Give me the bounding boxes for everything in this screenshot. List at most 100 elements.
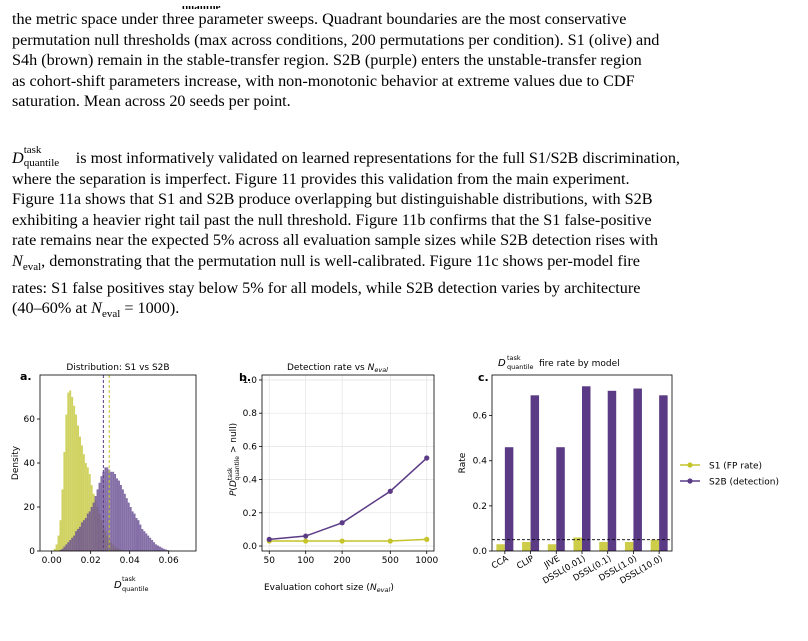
- bar: [650, 539, 660, 551]
- histogram-bar: [155, 544, 157, 551]
- gridlines: [262, 375, 434, 551]
- caption-line: as cohort-shift parameters increase, wit…: [12, 71, 635, 90]
- y-tick-label: 0.6: [243, 442, 258, 452]
- y-ticks: 0.0 0.2 0.4 0.6 0.8 1.0: [243, 376, 262, 552]
- data-point: [303, 533, 309, 539]
- bar: [659, 395, 668, 551]
- histogram-bar: [94, 496, 97, 551]
- series-line: [269, 538, 427, 542]
- histogram-bar: [129, 507, 132, 551]
- histogram-bar: [112, 471, 115, 551]
- data-point: [424, 455, 430, 461]
- y-tick-label: 0.4: [473, 457, 488, 467]
- histogram-bar: [82, 454, 85, 551]
- math-symbol: N: [91, 299, 102, 318]
- histogram-bar: [127, 502, 130, 551]
- body-line: rates: S1 false positives stay below 5% …: [12, 278, 641, 297]
- figure-11: a. Distribution: S1 vs S2B 0.00 0.02 0.04 0…: [11, 355, 779, 594]
- caption-line: S4h (brown) remain in the stable-transfe…: [12, 51, 642, 70]
- panel-label: c.: [478, 371, 489, 384]
- histogram-bar: [86, 513, 89, 551]
- legend: S1 (FP rate) S2B (detection): [680, 462, 779, 488]
- threshold-lines: [102, 375, 110, 551]
- body-line: Neval, demonstrating that the permutatio…: [12, 251, 798, 278]
- histogram-bar: [119, 485, 122, 551]
- data-point: [424, 536, 430, 542]
- histogram-bar: [57, 535, 60, 551]
- x-tick-label: 50: [264, 556, 276, 566]
- x-tick-label: 0.00: [42, 556, 62, 566]
- chart-title-text: fire rate by model: [539, 359, 620, 369]
- y-tick-label: 0.0: [243, 542, 258, 552]
- y-axis-label-text: P(Dtaskquantile > null): [227, 423, 241, 496]
- y-tick-label: 60: [24, 415, 36, 425]
- histogram-bar: [79, 526, 81, 551]
- histogram-bar: [139, 524, 142, 551]
- y-tick-label: 1.0: [243, 376, 258, 386]
- x-ticks: CCA CLIP JIVEDSSL(0.01)DSSL(0.1)DSSL(1.0)D…: [490, 551, 665, 586]
- histogram-bar: [82, 520, 85, 551]
- x-axis-sup: task: [122, 575, 136, 583]
- y-tick-label: 0.4: [243, 476, 258, 486]
- chart-title: Distribution: S1 vs S2B: [66, 363, 169, 373]
- math-symbol: N: [12, 251, 23, 270]
- math-superscript: task: [23, 144, 42, 156]
- math-symbol: D: [12, 149, 24, 167]
- data-point: [387, 488, 393, 494]
- panel-a: a. Distribution: S1 vs S2B 0.00 0.02 0.04 0…: [11, 363, 197, 593]
- histogram-bar: [160, 547, 163, 551]
- histogram-bar: [65, 414, 68, 551]
- bar: [624, 541, 634, 551]
- histogram-bar: [141, 529, 144, 551]
- body-text: , demonstrating that the permutation nul…: [41, 251, 640, 270]
- y-tick-label: 0.2: [243, 509, 257, 519]
- histogram-bar: [116, 478, 118, 551]
- legend-label: S1 (FP rate): [709, 462, 762, 472]
- bar: [607, 390, 617, 551]
- y-axis-label: Rate: [458, 452, 468, 473]
- histogram-bar: [75, 531, 78, 551]
- histogram-bar: [59, 549, 62, 551]
- histogram-bar: [121, 489, 124, 551]
- histogram-bar: [86, 467, 89, 551]
- histogram-bar: [100, 476, 103, 551]
- body-line: where the separation is imperfect. Figur…: [12, 169, 630, 188]
- legend-marker: [687, 478, 693, 484]
- x-axis-label: D task quantile: [114, 575, 149, 593]
- histogram-bar: [90, 507, 93, 551]
- caption-line-partial: quantile: [12, 6, 798, 9]
- y-tick-label: 20: [24, 503, 36, 513]
- data-point: [303, 538, 309, 544]
- data-point: [339, 520, 345, 526]
- panel-b: b. Detection rate vs Neval 50 100 200 500 10…: [227, 363, 438, 594]
- bar: [504, 447, 514, 551]
- x-axis-sub: quantile: [122, 585, 149, 593]
- legend-item-s2b: S2B (detection): [680, 478, 779, 488]
- plot-frame: [261, 374, 435, 552]
- body-text: = 1000).: [120, 299, 180, 318]
- histogram-bars: [53, 390, 171, 551]
- histogram-bar: [84, 463, 87, 551]
- data-point: [339, 538, 345, 544]
- y-axis-label: P(Dtaskquantile > null): [227, 423, 241, 496]
- histogram-bar: [69, 390, 72, 551]
- histogram-bar: [65, 544, 68, 551]
- x-axis-label-text: Evaluation cohort size (Neval): [264, 583, 394, 594]
- histogram-bar: [135, 518, 138, 551]
- histogram-bar: [63, 546, 66, 551]
- x-tick-label: CLIP: [515, 554, 536, 572]
- histogram-bar: [153, 542, 156, 551]
- y-ticks: 0.0 0.2 0.4 0.6: [473, 412, 492, 557]
- chart-title-text: Detection rate vs Neval: [287, 363, 388, 374]
- series-lines: [266, 455, 430, 544]
- histogram-bar: [67, 392, 70, 551]
- histogram-bar: [147, 535, 150, 551]
- x-ticks: 50 100 200 500 1000: [264, 551, 438, 566]
- histogram-bar: [125, 498, 128, 551]
- histogram-bar: [73, 535, 76, 551]
- y-tick-label: 0: [29, 547, 35, 557]
- chart-title-symbol: D: [498, 358, 506, 369]
- chart-title-sub: quantile: [507, 363, 534, 371]
- histogram-bar: [131, 511, 134, 551]
- histogram-bar: [55, 544, 58, 551]
